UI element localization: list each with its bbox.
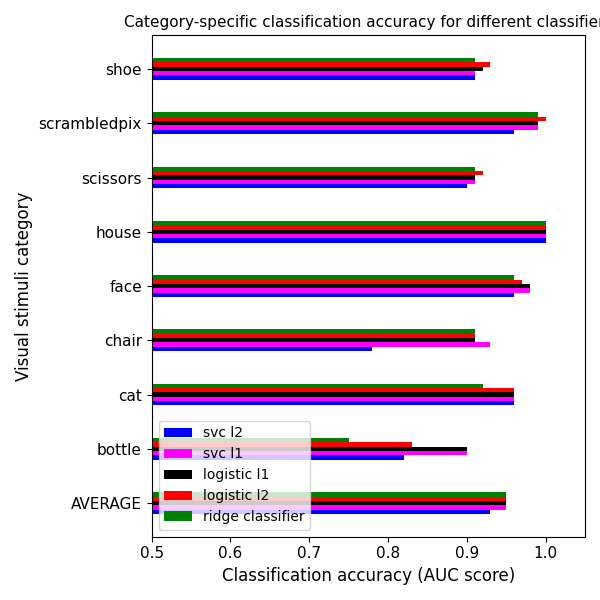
Bar: [152, 384, 482, 388]
Bar: [152, 121, 538, 125]
Bar: [152, 397, 514, 401]
Bar: [152, 184, 467, 188]
Bar: [152, 451, 467, 455]
Bar: [152, 179, 475, 184]
Bar: [152, 293, 514, 297]
Y-axis label: Visual stimuli category: Visual stimuli category: [15, 191, 33, 381]
Bar: [152, 338, 475, 343]
Bar: [152, 497, 506, 501]
Bar: [152, 280, 522, 284]
Bar: [152, 509, 490, 514]
Bar: [152, 234, 545, 238]
Legend: svc l2, svc l1, logistic l1, logistic l2, ridge classifier: svc l2, svc l1, logistic l1, logistic l2…: [158, 421, 310, 530]
Bar: [152, 501, 506, 505]
Bar: [152, 446, 467, 451]
Bar: [152, 438, 349, 442]
Bar: [152, 442, 412, 446]
Bar: [152, 71, 475, 76]
Bar: [152, 392, 514, 397]
Bar: [152, 275, 514, 280]
Bar: [152, 492, 506, 497]
Bar: [152, 505, 506, 509]
Bar: [152, 167, 475, 171]
Bar: [152, 171, 482, 175]
Bar: [152, 401, 514, 406]
Bar: [152, 76, 475, 80]
Bar: [152, 225, 545, 230]
Bar: [152, 343, 490, 347]
Bar: [152, 67, 482, 71]
Bar: [152, 221, 545, 225]
Bar: [152, 388, 514, 392]
Bar: [152, 112, 538, 117]
Bar: [152, 334, 475, 338]
Bar: [152, 455, 404, 460]
Bar: [152, 125, 538, 130]
Bar: [152, 238, 545, 242]
Bar: [152, 130, 514, 134]
Bar: [152, 329, 475, 334]
Bar: [152, 58, 475, 62]
Bar: [152, 175, 475, 179]
Bar: [152, 284, 530, 288]
Bar: [152, 62, 490, 67]
Bar: [152, 347, 372, 351]
Bar: [152, 230, 545, 234]
Title: Category-specific classification accuracy for different classifiers: Category-specific classification accurac…: [124, 15, 600, 30]
Bar: [152, 117, 545, 121]
Bar: [152, 288, 530, 293]
X-axis label: Classification accuracy (AUC score): Classification accuracy (AUC score): [222, 567, 515, 585]
